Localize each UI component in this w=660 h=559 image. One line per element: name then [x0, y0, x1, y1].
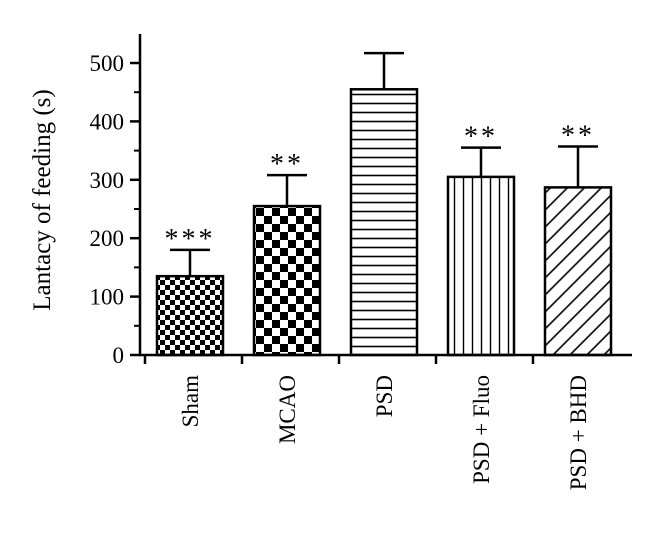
y-tick-label: 0 [113, 343, 125, 368]
x-category-label: PSD + Fluo [469, 375, 494, 484]
bar [349, 88, 419, 357]
bar [446, 175, 516, 357]
significance-label: ** [270, 149, 304, 180]
x-category-label: PSD [372, 375, 397, 417]
y-tick-label: 100 [90, 285, 125, 310]
x-category-label: MCAO [275, 375, 300, 444]
y-tick-label: 400 [90, 109, 125, 134]
bar [155, 274, 225, 357]
significance-label: ** [464, 122, 498, 153]
y-tick-label: 200 [90, 226, 125, 251]
y-tick-label: 500 [90, 51, 125, 76]
bar [543, 186, 613, 357]
x-category-label: PSD + BHD [566, 375, 591, 490]
significance-label: ** [561, 121, 595, 152]
y-tick-label: 300 [90, 168, 125, 193]
y-axis-title: Lantacy of feeding (s) [29, 89, 56, 310]
x-category-label: Sham [178, 375, 203, 428]
bar [252, 204, 322, 357]
significance-label: *** [165, 224, 216, 255]
